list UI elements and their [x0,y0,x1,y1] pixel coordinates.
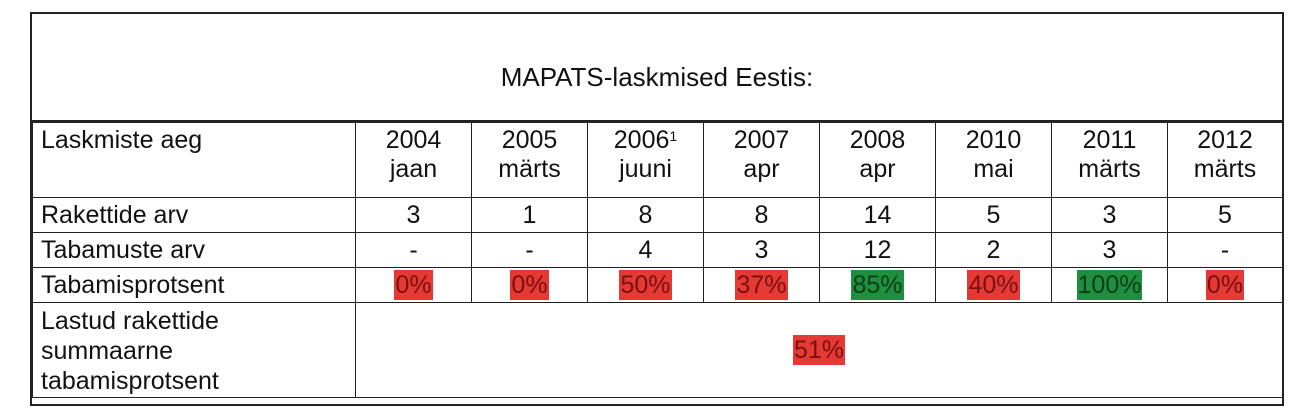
month: mai [973,155,1014,183]
results-table: Laskmiste aeg 2004 jaan 2005 märts 20061 ju… [32,122,1283,398]
row-rockets: Rakettide arv 3 1 8 8 14 5 3 5 [32,197,1283,233]
row-label-hits: Tabamuste arv [32,232,356,268]
percent-cell: 0% [1167,267,1283,303]
rockets-cell: 8 [703,197,820,233]
year: 2006 [613,126,670,154]
rockets-cell: 3 [1051,197,1168,233]
total-label-line: summaarne [41,337,173,365]
hits-cell: - [355,232,472,268]
percent-badge: 0% [1205,270,1245,300]
time-cell: 2011 märts [1051,122,1168,198]
percent-badge: 50% [619,270,672,300]
rockets-cell: 1 [471,197,588,233]
time-cell: 2010 mai [935,122,1052,198]
rockets-cell: 3 [355,197,472,233]
rockets-cell: 5 [1167,197,1283,233]
rockets-cell: 14 [819,197,936,233]
table-title: MAPATS-laskmised Eestis: [500,62,814,92]
row-label-time: Laskmiste aeg [32,122,356,198]
time-cell: 2007 apr [703,122,820,198]
month: märts [1078,155,1141,183]
month: märts [1193,155,1257,183]
percent-cell: 0% [355,267,472,303]
percent-badge: 0% [394,270,433,300]
percent-cell: 100% [1051,267,1168,303]
time-cell: 2012 märts [1167,122,1283,198]
percent-badge: 37% [735,270,788,300]
hits-cell: 12 [819,232,936,268]
year: 2004 [385,126,442,154]
total-label-line: tabamisprotsent [41,367,219,395]
hits-cell: 2 [935,232,1052,268]
percent-cell: 37% [703,267,820,303]
year: 2010 [965,126,1022,154]
month: märts [498,155,561,183]
row-total: Lastud rakettide summaarne tabamisprotsent… [32,302,1283,398]
percent-cell: 0% [471,267,588,303]
rockets-cell: 8 [587,197,704,233]
hits-cell: - [1167,232,1283,268]
month: apr [859,155,896,183]
month: apr [743,155,780,183]
time-cell: 2004 jaan [355,122,472,198]
percent-badge: 40% [967,270,1020,300]
time-cell: 20061 juuni [587,122,704,198]
row-label-total: Lastud rakettide summaarne tabamisprotsent [32,302,356,398]
row-label-percent: Tabamisprotsent [32,267,356,303]
percent-cell: 40% [935,267,1052,303]
percent-badge: 85% [851,270,904,300]
month: jaan [389,155,438,183]
year: 2011 [1082,126,1137,154]
row-percent: Tabamisprotsent 0% 0% 50% 37% 85% 40% 10… [32,267,1283,303]
results-table-frame: MAPATS-laskmised Eestis: Laskmiste aeg 2… [30,12,1284,406]
year: 2007 [733,126,790,154]
row-time: Laskmiste aeg 2004 jaan 2005 märts 20061 ju… [32,122,1283,198]
year: 2005 [501,126,558,154]
percent-badge: 100% [1076,270,1143,300]
total-percent-badge: 51% [792,335,846,365]
percent-badge: 0% [510,270,549,300]
month: juuni [619,155,672,183]
year: 2012 [1197,126,1253,154]
percent-cell: 50% [587,267,704,303]
year: 2008 [849,126,906,154]
hits-cell: - [471,232,588,268]
hits-cell: 3 [1051,232,1168,268]
row-hits: Tabamuste arv - - 4 3 12 2 3 - [32,232,1283,268]
time-cell: 2005 märts [471,122,588,198]
hits-cell: 3 [703,232,820,268]
rockets-cell: 5 [935,197,1052,233]
total-percent-cell: 51% [355,302,1283,398]
time-cell: 2008 apr [819,122,936,198]
percent-cell: 85% [819,267,936,303]
row-label-rockets: Rakettide arv [32,197,356,233]
total-label-line: Lastud rakettide [41,307,219,335]
title-row: MAPATS-laskmised Eestis: [32,14,1282,122]
footnote-marker: 1 [669,128,678,144]
hits-cell: 4 [587,232,704,268]
